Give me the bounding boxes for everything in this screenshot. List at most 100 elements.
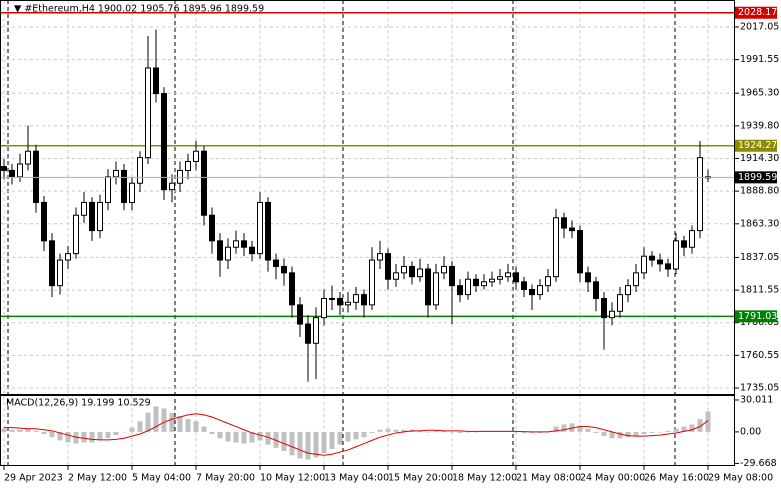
x-tick-label: 24 May 00:00 (580, 473, 645, 484)
macd-bar (585, 428, 591, 432)
macd-bar (401, 429, 407, 432)
macd-bar (33, 430, 39, 432)
macd-bar (457, 431, 463, 433)
macd-bar (473, 431, 479, 433)
candle-body (105, 176, 111, 203)
y-tick-label: 1965.30 (740, 88, 779, 99)
macd-bar (145, 412, 151, 432)
candle-body (305, 323, 311, 344)
macd-bar (113, 431, 119, 436)
candle-body (25, 150, 31, 165)
macd-tick-label: 0.00 (740, 426, 761, 437)
candle-body (41, 201, 47, 242)
y-tick-label: 1991.55 (740, 54, 779, 65)
macd-bar (345, 431, 351, 442)
candle-body (121, 169, 127, 203)
candle-body (65, 253, 71, 261)
macd-bar (209, 431, 215, 435)
macd-bar (1, 428, 7, 432)
macd-bar (169, 412, 175, 432)
current-price-label: 1899.59 (738, 172, 777, 183)
macd-bar (529, 431, 535, 433)
candle-body (233, 240, 239, 248)
candle-body (673, 240, 679, 270)
candle-body (57, 259, 63, 287)
x-tick-label: 5 May 04:00 (132, 473, 191, 484)
macd-bar (617, 431, 623, 439)
candle-body (361, 294, 367, 306)
candle-body (129, 182, 135, 203)
candle-body (249, 246, 255, 255)
macd-bar (233, 431, 239, 443)
macd-bar (689, 424, 695, 432)
macd-bar (601, 431, 607, 437)
candle-body (257, 201, 263, 255)
price-pane-border (0, 0, 735, 395)
y-tick-label: 1888.80 (740, 186, 779, 197)
macd-tick-label: 30.011 (740, 394, 773, 405)
macd-bar (521, 431, 527, 433)
macd-bar (513, 431, 519, 433)
candle-body (409, 265, 415, 278)
candle-body (513, 272, 519, 283)
candle-body (297, 304, 303, 325)
candle-body (529, 288, 535, 296)
x-tick-label: 2 May 12:00 (68, 473, 127, 484)
candle-body (593, 281, 599, 299)
x-tick-label: 21 May 08:00 (516, 473, 581, 484)
candle-body (97, 201, 103, 232)
macd-bar (369, 431, 375, 433)
macd-bar (665, 430, 671, 432)
y-tick-label: 1786.05 (740, 317, 779, 328)
macd-bar (65, 431, 71, 443)
macd-bar (465, 431, 471, 433)
candle-body (201, 150, 207, 216)
level-label: 1791.03 (738, 311, 777, 322)
macd-bar (121, 431, 127, 433)
macd-bar (425, 431, 431, 433)
macd-bar (241, 431, 247, 444)
macd-bar (177, 415, 183, 432)
candle-body (681, 240, 687, 248)
current-price-box (735, 171, 777, 184)
candle-body (697, 157, 703, 232)
candle-body (313, 317, 319, 344)
candle-body (401, 265, 407, 274)
candle-body (273, 259, 279, 267)
candle-body (49, 240, 55, 287)
macd-bar (265, 431, 271, 445)
x-tick-label: 7 May 20:00 (196, 473, 255, 484)
level-label: 2028.17 (738, 7, 777, 18)
macd-bar (25, 428, 31, 432)
candle-body (537, 285, 543, 296)
candle-body (649, 255, 655, 261)
candle-body (545, 276, 551, 287)
candle-body (385, 253, 391, 280)
candle-body (281, 265, 287, 274)
candle-body (441, 265, 447, 274)
candle-body (625, 285, 631, 296)
macd-bar (385, 428, 391, 432)
candle-body (481, 281, 487, 287)
y-tick-label: 1837.05 (740, 252, 779, 263)
candle-body (449, 265, 455, 287)
level-label-box (735, 6, 777, 19)
macd-bar (201, 426, 207, 432)
candle-body (241, 240, 247, 248)
candle-body (17, 163, 23, 178)
candle-body (457, 285, 463, 296)
candle-body (641, 255, 647, 274)
y-tick-label: 1863.30 (740, 218, 779, 229)
candle-body (553, 217, 559, 278)
x-tick-label: 10 May 12:00 (260, 473, 325, 484)
macd-bar (81, 431, 87, 443)
macd-bar (705, 411, 711, 432)
macd-bar (441, 430, 447, 432)
candle-body (601, 297, 607, 319)
candle-body (145, 67, 151, 159)
candle-body (225, 246, 231, 261)
candle-body (433, 272, 439, 306)
candle-body (177, 169, 183, 184)
